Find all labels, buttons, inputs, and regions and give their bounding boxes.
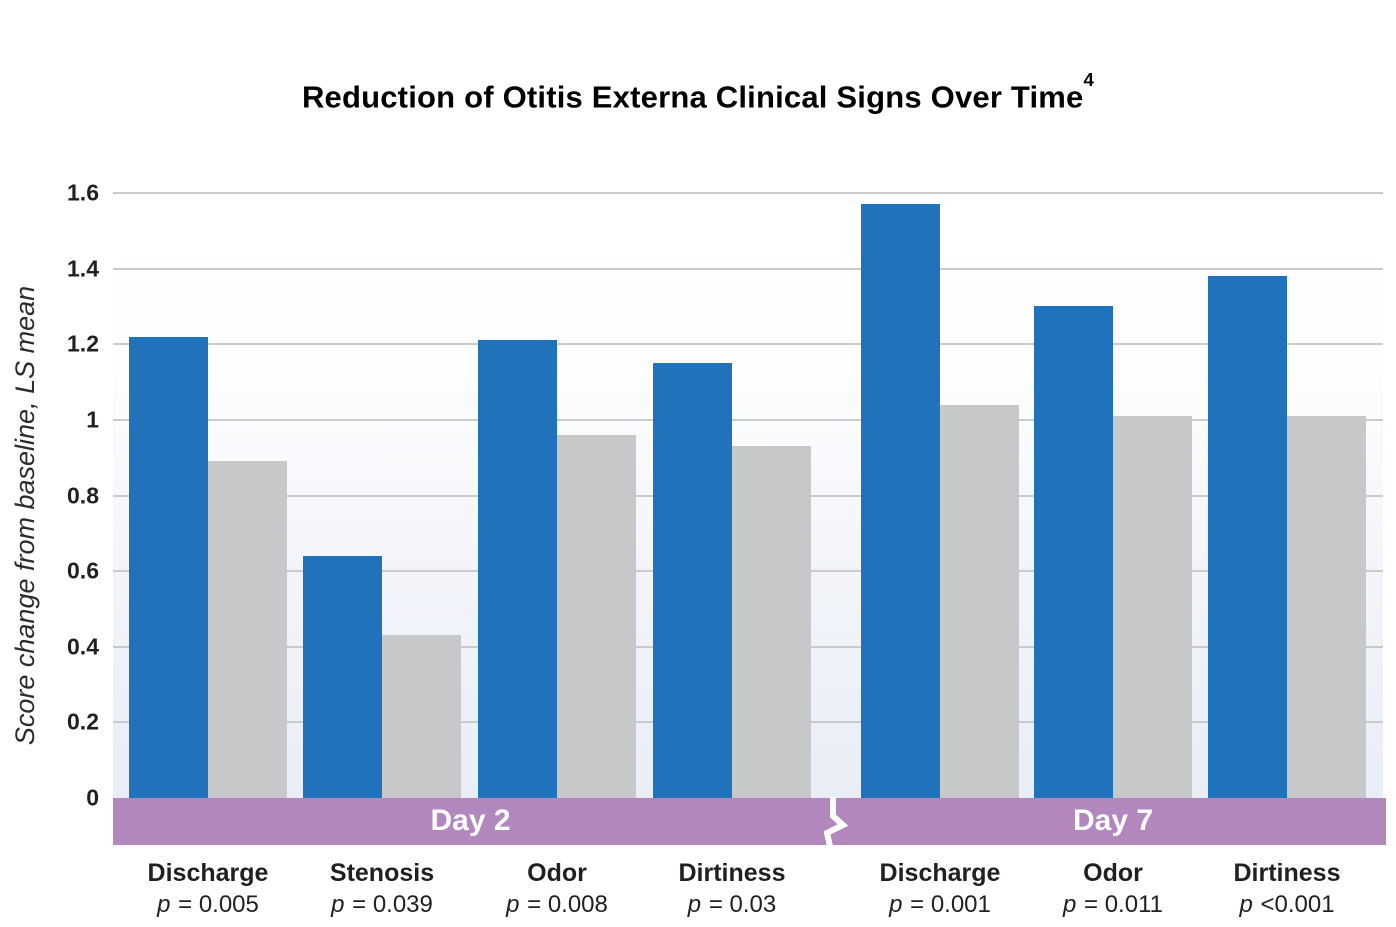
- x-group-label: Odor p = 0.008: [506, 858, 608, 920]
- y-tick-label: 1: [86, 406, 99, 433]
- gray-bar: [940, 404, 1019, 798]
- p-value-label: p = 0.039: [331, 891, 433, 918]
- p-symbol: p: [687, 891, 702, 918]
- x-group-label: Discharge p = 0.001: [880, 858, 1001, 920]
- p-value-label: p = 0.03: [687, 891, 777, 918]
- p-value-label: p = 0.005: [157, 891, 259, 918]
- clinical-sign-label: Discharge: [147, 859, 269, 887]
- p-symbol: p: [1063, 891, 1077, 918]
- y-tick-label: 0.8: [67, 482, 99, 508]
- x-axis-labels: Discharge p = 0.005 Stenosis p = 0.039 Odor p…: [0, 858, 1396, 926]
- gridline: [113, 192, 1383, 194]
- day-axis-band: [113, 798, 1386, 845]
- blue-bar: [478, 340, 557, 798]
- y-tick-label: 0.4: [67, 633, 99, 660]
- y-tick-label: 1.4: [67, 255, 99, 282]
- clinical-sign-label: Discharge: [879, 859, 1001, 887]
- y-tick-label: 0: [86, 784, 99, 811]
- gridline: [113, 267, 1383, 270]
- x-group-label: Dirtiness p <0.001: [1234, 858, 1341, 920]
- clinical-sign-label: Dirtiness: [678, 859, 786, 887]
- blue-bar: [1034, 306, 1113, 798]
- clinical-sign-label: Odor: [527, 859, 587, 887]
- blue-bar: [1208, 276, 1287, 798]
- day-band-label: Day 7: [1072, 804, 1154, 837]
- chart-title-superscript: 4: [1083, 68, 1095, 90]
- x-group-label: Discharge p = 0.005: [148, 858, 269, 920]
- gridline: [113, 343, 1383, 346]
- blue-bar: [653, 363, 732, 798]
- y-tick-label: 1.2: [67, 330, 99, 357]
- blue-bar: [861, 204, 940, 798]
- p-symbol: p: [1239, 891, 1253, 918]
- blue-bar: [303, 556, 382, 798]
- x-group-label: Odor p = 0.011: [1063, 858, 1163, 920]
- axis-break-icon: [823, 797, 848, 855]
- gray-bar: [1287, 416, 1366, 798]
- x-group-label: Stenosis p = 0.039: [330, 858, 434, 920]
- p-symbol: p: [157, 891, 171, 918]
- p-value-label: p <0.001: [1239, 891, 1335, 918]
- x-group-label: Dirtiness p = 0.03: [679, 858, 786, 920]
- p-value-label: p = 0.001: [889, 891, 991, 918]
- y-tick-label: 1.6: [67, 179, 99, 206]
- gray-bar: [557, 435, 636, 798]
- gray-bar: [382, 635, 461, 798]
- chart-title: Reduction of Otitis Externa Clinical Sig…: [0, 69, 1396, 115]
- gridline: [113, 418, 1383, 421]
- p-symbol: p: [331, 891, 345, 918]
- gray-bar: [208, 461, 287, 798]
- p-symbol: p: [889, 891, 903, 918]
- blue-bar: [129, 336, 208, 798]
- p-value-label: p = 0.011: [1063, 891, 1163, 918]
- day-band-label: Day 2: [430, 804, 511, 837]
- clinical-sign-label: Odor: [1083, 859, 1143, 887]
- plot-area: 0 0.2 0.4 0.6 0.8 1 1.2 1.4 1.6 Day 2 Day 7: [67, 181, 1386, 855]
- chart-title-text: Reduction of Otitis Externa Clinical Sig…: [301, 79, 1084, 115]
- gray-bar: [732, 446, 811, 798]
- p-value-label: p = 0.008: [506, 891, 608, 918]
- gray-bar: [1113, 416, 1192, 798]
- y-tick-label: 0.6: [67, 557, 99, 584]
- y-tick-label: 0.2: [67, 708, 99, 735]
- p-symbol: p: [506, 891, 520, 918]
- clinical-sign-label: Dirtiness: [1233, 859, 1341, 887]
- clinical-sign-label: Stenosis: [329, 859, 435, 887]
